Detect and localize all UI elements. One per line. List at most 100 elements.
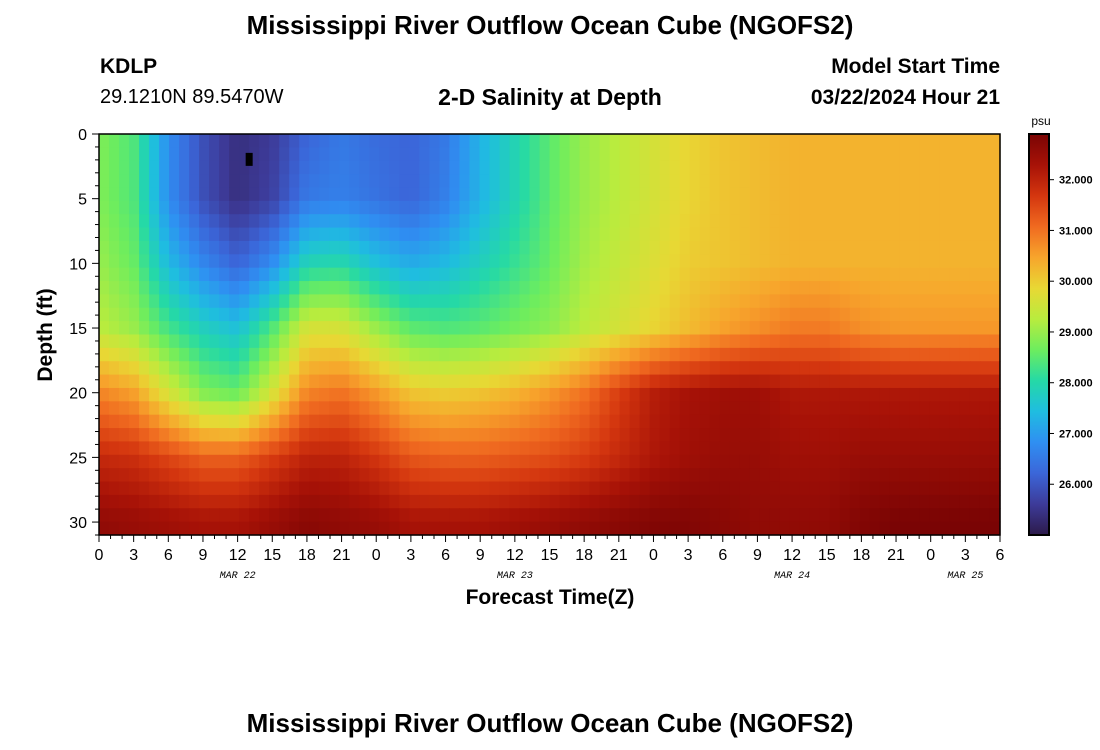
- heatmap-cell: [279, 187, 290, 202]
- heatmap-cell: [969, 414, 981, 429]
- heatmap-cell: [949, 160, 961, 175]
- heatmap-cell: [429, 334, 440, 349]
- heatmap-cell: [949, 147, 961, 162]
- heatmap-cell: [519, 254, 531, 269]
- heatmap-cell: [649, 481, 661, 496]
- heatmap-cell: [439, 294, 450, 309]
- heatmap-cell: [219, 200, 230, 215]
- heatmap-cell: [509, 468, 521, 483]
- x-tick-label: 3: [684, 547, 693, 564]
- heatmap-cell: [379, 147, 390, 162]
- model-start-label: Model Start Time: [831, 55, 1000, 78]
- heatmap-cell: [329, 321, 340, 336]
- heatmap-cell: [109, 441, 120, 456]
- heatmap-cell: [99, 521, 110, 536]
- heatmap-cell: [829, 414, 841, 429]
- heatmap-cell: [779, 307, 791, 322]
- heatmap-cell: [759, 254, 771, 269]
- heatmap-cell: [949, 521, 961, 536]
- heatmap-cell: [719, 374, 731, 389]
- heatmap-cell: [349, 347, 360, 362]
- x-tick-label: 6: [718, 547, 727, 564]
- heatmap-cell: [869, 240, 881, 255]
- heatmap-cell: [899, 508, 911, 523]
- heatmap-cell: [319, 281, 330, 295]
- heatmap-cell: [509, 494, 521, 509]
- heatmap-cell: [179, 321, 190, 336]
- x-tick-label: 3: [129, 547, 138, 564]
- heatmap-cell: [869, 267, 881, 282]
- heatmap-cell: [379, 134, 390, 148]
- heatmap-cell: [439, 214, 450, 229]
- heatmap-cell: [109, 147, 120, 162]
- heatmap-cell: [639, 160, 651, 175]
- heatmap-cell: [899, 227, 911, 242]
- heatmap-cell: [819, 414, 831, 429]
- heatmap-cell: [749, 281, 761, 295]
- heatmap-cell: [469, 254, 481, 269]
- heatmap-cell: [449, 374, 460, 389]
- heatmap-cell: [579, 187, 591, 202]
- heatmap-cell: [419, 441, 430, 456]
- heatmap-cell: [729, 387, 741, 402]
- heatmap-cell: [889, 281, 901, 295]
- heatmap-cell: [519, 401, 531, 416]
- heatmap-cell: [839, 174, 851, 189]
- heatmap-cell: [379, 401, 390, 416]
- heatmap-cell: [189, 174, 200, 189]
- heatmap-cell: [379, 508, 390, 523]
- heatmap-cell: [119, 307, 130, 322]
- heatmap-cell: [879, 147, 891, 162]
- heatmap-cell: [189, 441, 200, 456]
- heatmap-cell: [369, 347, 380, 362]
- heatmap-cell: [959, 160, 971, 175]
- x-tick-label: 18: [575, 547, 593, 564]
- heatmap-cell: [629, 147, 641, 162]
- heatmap-cell: [369, 374, 380, 389]
- heatmap-cell: [209, 187, 220, 202]
- heatmap-cell: [269, 214, 280, 229]
- heatmap-cell: [419, 521, 430, 536]
- heatmap-cell: [679, 374, 691, 389]
- heatmap-cell: [519, 227, 531, 242]
- heatmap-cell: [649, 227, 661, 242]
- heatmap-cell: [699, 441, 711, 456]
- heatmap-cell: [449, 227, 460, 242]
- heatmap-cell: [299, 428, 310, 443]
- heatmap-cell: [169, 334, 180, 349]
- heatmap-cell: [989, 374, 1001, 389]
- heatmap-cell: [449, 428, 460, 443]
- heatmap-cell: [549, 240, 561, 255]
- heatmap-cell: [969, 334, 981, 349]
- heatmap-cell: [559, 187, 571, 202]
- heatmap-cell: [319, 307, 330, 322]
- heatmap-cell: [529, 240, 541, 255]
- heatmap-cell: [359, 521, 370, 536]
- heatmap-cell: [359, 401, 370, 416]
- heatmap-cell: [139, 147, 150, 162]
- heatmap-cell: [839, 334, 851, 349]
- heatmap-cell: [259, 401, 270, 416]
- heatmap-cell: [949, 481, 961, 496]
- heatmap-cell: [289, 347, 300, 362]
- heatmap-cell: [399, 441, 410, 456]
- heatmap-cell: [989, 508, 1001, 523]
- heatmap-cell: [139, 187, 150, 202]
- heatmap-cell: [369, 160, 380, 175]
- heatmap-cell: [739, 307, 751, 322]
- heatmap-cell: [619, 294, 631, 309]
- heatmap-cell: [199, 361, 210, 376]
- heatmap-cell: [249, 414, 260, 429]
- heatmap-cell: [849, 454, 861, 469]
- heatmap-cell: [269, 468, 280, 483]
- heatmap-cell: [909, 347, 921, 362]
- heatmap-cell: [619, 428, 631, 443]
- heatmap-cell: [769, 147, 781, 162]
- heatmap-cell: [579, 174, 591, 189]
- heatmap-cell: [279, 494, 290, 509]
- heatmap-cell: [679, 428, 691, 443]
- heatmap-cell: [289, 214, 300, 229]
- heatmap-cell: [169, 521, 180, 536]
- heatmap-cell: [879, 254, 891, 269]
- heatmap-cell: [649, 254, 661, 269]
